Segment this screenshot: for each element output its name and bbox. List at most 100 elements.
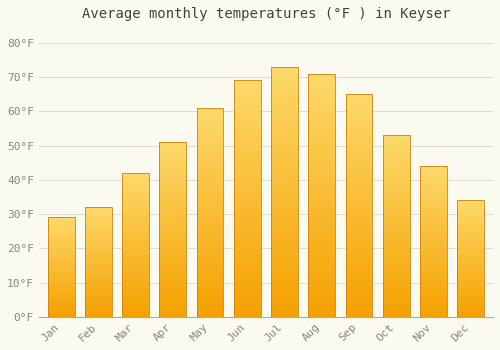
- Bar: [196, 269, 224, 271]
- Bar: [346, 143, 372, 145]
- Bar: [346, 132, 372, 134]
- Bar: [160, 230, 186, 231]
- Bar: [160, 292, 186, 294]
- Bar: [308, 105, 335, 108]
- Bar: [85, 207, 112, 208]
- Bar: [85, 265, 112, 266]
- Bar: [85, 226, 112, 227]
- Bar: [420, 287, 447, 288]
- Bar: [420, 183, 447, 184]
- Bar: [383, 312, 409, 313]
- Bar: [122, 173, 149, 317]
- Bar: [458, 200, 484, 317]
- Bar: [234, 215, 260, 218]
- Bar: [48, 242, 74, 243]
- Bar: [420, 290, 447, 291]
- Bar: [48, 238, 74, 239]
- Bar: [346, 112, 372, 114]
- Bar: [308, 312, 335, 314]
- Bar: [196, 231, 224, 233]
- Bar: [85, 301, 112, 302]
- Bar: [122, 291, 149, 292]
- Bar: [85, 236, 112, 237]
- Bar: [48, 259, 74, 260]
- Bar: [420, 216, 447, 217]
- Bar: [85, 306, 112, 307]
- Bar: [271, 249, 298, 252]
- Bar: [458, 315, 484, 316]
- Bar: [160, 306, 186, 308]
- Bar: [420, 257, 447, 258]
- Bar: [458, 207, 484, 209]
- Bar: [346, 159, 372, 161]
- Bar: [160, 262, 186, 264]
- Bar: [48, 223, 74, 224]
- Bar: [196, 279, 224, 281]
- Bar: [196, 254, 224, 256]
- Bar: [85, 253, 112, 254]
- Bar: [420, 223, 447, 225]
- Bar: [458, 292, 484, 294]
- Bar: [196, 215, 224, 217]
- Bar: [48, 280, 74, 281]
- Bar: [122, 183, 149, 184]
- Bar: [234, 88, 260, 90]
- Bar: [420, 284, 447, 285]
- Bar: [346, 284, 372, 286]
- Bar: [383, 250, 409, 251]
- Bar: [271, 162, 298, 164]
- Bar: [85, 305, 112, 306]
- Bar: [196, 244, 224, 246]
- Bar: [308, 193, 335, 195]
- Bar: [346, 290, 372, 292]
- Bar: [196, 250, 224, 252]
- Bar: [458, 200, 484, 202]
- Bar: [85, 239, 112, 240]
- Bar: [308, 86, 335, 88]
- Bar: [48, 277, 74, 278]
- Bar: [458, 233, 484, 234]
- Bar: [383, 231, 409, 233]
- Bar: [420, 288, 447, 290]
- Bar: [234, 262, 260, 265]
- Bar: [271, 109, 298, 112]
- Bar: [85, 260, 112, 261]
- Bar: [196, 304, 224, 306]
- Bar: [122, 313, 149, 314]
- Bar: [122, 275, 149, 276]
- Bar: [458, 291, 484, 292]
- Bar: [271, 117, 298, 119]
- Bar: [308, 302, 335, 304]
- Bar: [122, 308, 149, 310]
- Bar: [271, 242, 298, 244]
- Bar: [346, 306, 372, 308]
- Bar: [346, 186, 372, 188]
- Bar: [271, 87, 298, 89]
- Bar: [346, 119, 372, 121]
- Bar: [234, 147, 260, 149]
- Bar: [271, 172, 298, 174]
- Bar: [160, 280, 186, 282]
- Bar: [122, 229, 149, 231]
- Bar: [234, 225, 260, 227]
- Bar: [420, 169, 447, 170]
- Bar: [234, 83, 260, 85]
- Bar: [271, 84, 298, 87]
- Bar: [48, 224, 74, 225]
- Bar: [160, 212, 186, 214]
- Bar: [196, 120, 224, 122]
- Bar: [383, 157, 409, 159]
- Bar: [48, 287, 74, 288]
- Bar: [458, 206, 484, 207]
- Bar: [48, 281, 74, 282]
- Bar: [160, 231, 186, 233]
- Bar: [160, 191, 186, 193]
- Bar: [234, 140, 260, 142]
- Bar: [308, 110, 335, 112]
- Bar: [122, 261, 149, 262]
- Bar: [234, 307, 260, 310]
- Bar: [196, 262, 224, 265]
- Bar: [48, 302, 74, 303]
- Bar: [85, 309, 112, 310]
- Bar: [196, 112, 224, 114]
